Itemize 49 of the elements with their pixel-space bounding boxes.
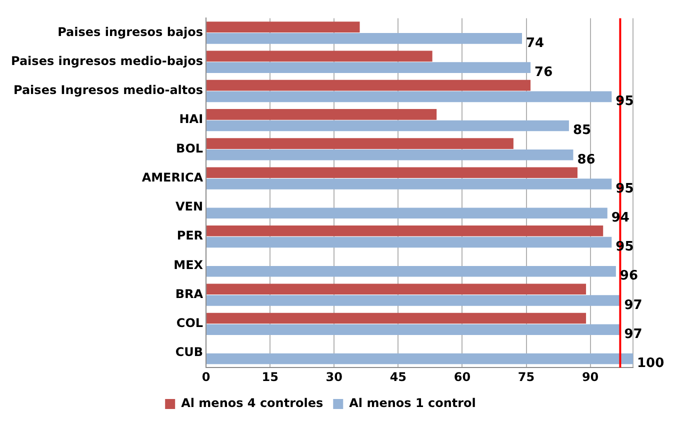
data-label: 100: [637, 356, 664, 372]
bar: [206, 50, 432, 62]
data-label: 97: [624, 298, 642, 313]
bar: [206, 236, 612, 248]
x-tick-label: 30: [326, 370, 342, 384]
legend-label: Al menos 4 controles: [181, 396, 324, 410]
y-tick-label: BOL: [176, 141, 204, 156]
y-tick-label: Paises Ingresos medio-altos: [13, 83, 204, 98]
y-tick-label: VEN: [176, 200, 204, 214]
bar: [206, 353, 633, 364]
y-tick-label: PER: [176, 228, 204, 243]
y-tick-label: COL: [176, 316, 204, 330]
data-label: 85: [572, 123, 592, 138]
bar: [206, 295, 620, 306]
bar: [206, 150, 574, 160]
x-tick-label: 90: [582, 370, 599, 384]
y-tick-label: Paises ingresos medio-bajos: [10, 54, 204, 68]
x-tick-label: 75: [518, 370, 535, 384]
bar: [206, 120, 569, 132]
bar: [206, 138, 514, 149]
y-tick-label: BRA: [175, 286, 204, 301]
x-tick-label: 60: [454, 370, 471, 384]
bar: [206, 167, 578, 178]
y-tick-label: CUB: [175, 345, 204, 360]
bar: [206, 266, 616, 277]
data-label: 97: [624, 326, 642, 342]
y-tick-label: AMERICA: [142, 170, 204, 184]
x-tick-label: 45: [390, 370, 407, 384]
y-tick-label: HAI: [179, 112, 204, 126]
bar: [206, 22, 360, 32]
y-tick-label: Paises ingresos bajos: [58, 24, 204, 39]
x-tick-label: 0: [202, 370, 210, 384]
bar: [206, 91, 612, 102]
bar: [206, 284, 586, 295]
bar: [206, 208, 608, 219]
y-tick-label: MEX: [174, 258, 204, 272]
bar: [206, 312, 586, 324]
bar: [206, 80, 531, 91]
legend-label: Al menos 1 control: [349, 396, 476, 410]
bar: [206, 33, 522, 44]
data-label: 76: [534, 64, 553, 80]
data-label: 74: [526, 36, 544, 51]
bar: [206, 178, 612, 190]
x-tick-label: 15: [262, 370, 278, 384]
bar: [206, 226, 604, 236]
bar: [206, 109, 437, 120]
bar: [206, 324, 620, 335]
data-label: 86: [577, 152, 596, 168]
bar: [206, 62, 531, 73]
